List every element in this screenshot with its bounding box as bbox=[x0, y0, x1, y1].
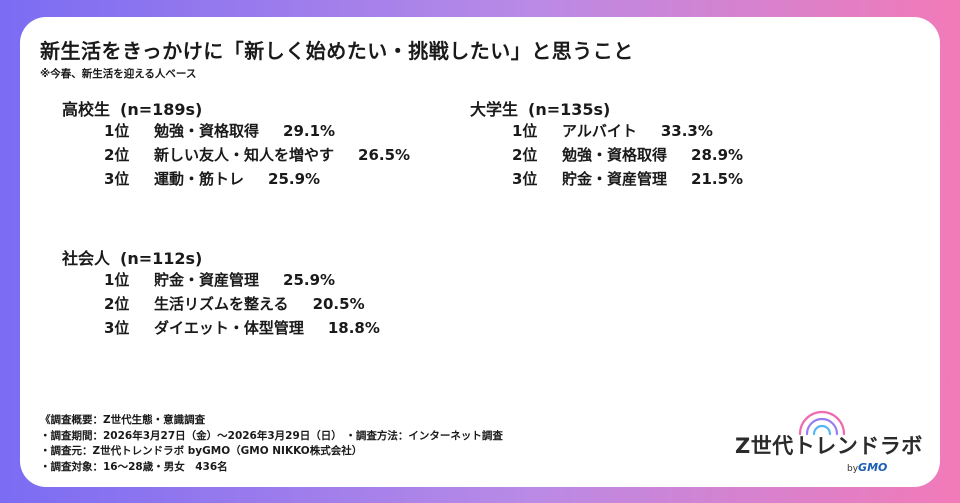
rank-row: 2位 勉強・資格取得 28.9% bbox=[512, 144, 743, 168]
note-line: ・調査対象：16～28歳・男女 436名 bbox=[40, 460, 228, 473]
rank-label: 1位 bbox=[512, 122, 538, 140]
rank-row: 3位 ダイエット・体型管理 18.8% bbox=[104, 317, 380, 341]
rank-value: 25.9% bbox=[268, 170, 321, 188]
rank-value: 33.3% bbox=[660, 122, 713, 140]
rank-label: 3位 bbox=[512, 170, 538, 188]
rank-row: 1位 アルバイト 33.3% bbox=[512, 120, 743, 144]
group-name: 社会人 bbox=[62, 249, 111, 268]
survey-notes: 《調査概要：Z世代生態・意識調査 ・調査期間：2026年3月27日（金）～202… bbox=[40, 413, 503, 475]
group-high-school: 高校生 (n=189s) 1位 勉強・資格取得 29.1% 2位 新しい友人・知人を増や… bbox=[62, 96, 410, 192]
rank-value: 28.9% bbox=[691, 146, 744, 164]
rank-label: 2位 bbox=[104, 295, 130, 313]
rank-label: 2位 bbox=[512, 146, 538, 164]
group-university: 大学生 (n=135s) 1位 アルバイト 33.3% 2位 勉強・資格取得 28.9% … bbox=[470, 96, 743, 192]
rank-row: 3位 運動・筋トレ 25.9% bbox=[104, 168, 410, 192]
logo-byline: byGMO bbox=[847, 461, 887, 474]
content-card bbox=[20, 17, 940, 487]
group-header: 社会人 (n=112s) bbox=[62, 245, 380, 269]
rank-label: 1位 bbox=[104, 271, 130, 289]
brand-logo: Z世代トレンドラボ byGMO bbox=[735, 400, 922, 480]
logo-by: by bbox=[847, 464, 859, 474]
logo-brand-text: Z世代トレンドラボ bbox=[735, 434, 923, 458]
rank-item: 勉強・資格取得 bbox=[154, 122, 260, 140]
page-title: 新生活をきっかけに「新しく始めたい・挑戦したい」と思うこと bbox=[40, 39, 634, 63]
logo-gmo: GMO bbox=[858, 461, 888, 474]
note-line: 《調査概要：Z世代生態・意識調査 bbox=[40, 414, 206, 426]
group-sample-size: (n=112s) bbox=[120, 249, 203, 268]
rank-value: 18.8% bbox=[327, 319, 380, 337]
rank-row: 3位 貯金・資産管理 21.5% bbox=[512, 168, 743, 192]
rank-item: アルバイト bbox=[562, 122, 637, 140]
rank-label: 3位 bbox=[104, 319, 130, 337]
rank-item: 新しい友人・知人を増やす bbox=[154, 146, 335, 164]
rank-row: 1位 貯金・資産管理 25.9% bbox=[104, 269, 380, 293]
rank-label: 2位 bbox=[104, 146, 130, 164]
rank-value: 20.5% bbox=[312, 295, 365, 313]
rank-item: 勉強・資格取得 bbox=[562, 146, 668, 164]
rank-item: 運動・筋トレ bbox=[154, 170, 245, 188]
rank-label: 3位 bbox=[104, 170, 130, 188]
rank-item: 貯金・資産管理 bbox=[562, 170, 668, 188]
group-header: 大学生 (n=135s) bbox=[470, 96, 743, 120]
group-sample-size: (n=135s) bbox=[528, 100, 611, 119]
rank-item: ダイエット・体型管理 bbox=[154, 319, 304, 337]
rank-item: 貯金・資産管理 bbox=[154, 271, 260, 289]
rank-row: 2位 生活リズムを整える 20.5% bbox=[104, 293, 380, 317]
group-name: 大学生 bbox=[470, 100, 519, 119]
rank-value: 26.5% bbox=[358, 146, 411, 164]
rank-value: 21.5% bbox=[691, 170, 744, 188]
group-working-adult: 社会人 (n=112s) 1位 貯金・資産管理 25.9% 2位 生活リズムを整える 20… bbox=[62, 245, 380, 341]
rank-row: 1位 勉強・資格取得 29.1% bbox=[104, 120, 410, 144]
group-name: 高校生 bbox=[62, 100, 111, 119]
rank-value: 25.9% bbox=[283, 271, 336, 289]
group-header: 高校生 (n=189s) bbox=[62, 96, 410, 120]
note-line: ・調査元：Z世代トレンドラボ byGMO（GMO NIKKO株式会社） bbox=[40, 445, 363, 457]
rank-row: 2位 新しい友人・知人を増やす 26.5% bbox=[104, 144, 410, 168]
group-sample-size: (n=189s) bbox=[120, 100, 203, 119]
rank-item: 生活リズムを整える bbox=[154, 295, 289, 313]
rank-value: 29.1% bbox=[283, 122, 336, 140]
page-subtitle: ※今春、新生活を迎える人ベース bbox=[40, 68, 197, 80]
note-line: ・調査期間：2026年3月27日（金）～2026年3月29日（日） ・調査方法：… bbox=[40, 429, 503, 442]
rank-label: 1位 bbox=[104, 122, 130, 140]
signal-arcs-icon bbox=[798, 410, 846, 436]
